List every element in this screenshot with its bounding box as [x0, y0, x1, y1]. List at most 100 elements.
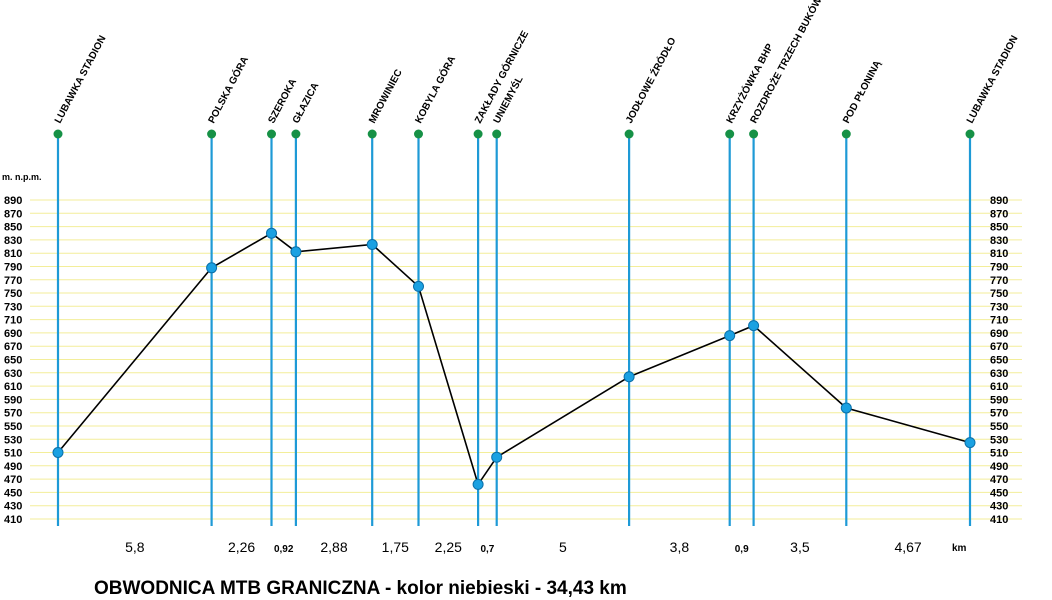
waypoint-name: JODŁOWE ŹRÓDŁO: [622, 35, 678, 126]
y-tick-right: 890: [990, 195, 1008, 207]
waypoint-top-dot: [414, 129, 423, 139]
segment-distance: 3,8: [670, 539, 690, 555]
y-tick-right: 430: [990, 501, 1008, 513]
y-tick-left: 510: [4, 448, 22, 460]
y-tick-right: 570: [990, 408, 1008, 420]
profile-line-group: [57, 232, 971, 487]
elevation-marker: [366, 239, 378, 250]
segment-distance: 5,8: [125, 539, 145, 555]
elevation-profile-line: [57, 232, 971, 487]
segment-distance: 2,88: [320, 539, 347, 555]
elevation-marker: [413, 280, 424, 292]
y-tick-right: 810: [990, 248, 1008, 260]
y-tick-left: 430: [4, 501, 22, 513]
distance-unit-label: km: [952, 543, 967, 554]
y-tick-right: 510: [990, 448, 1008, 460]
y-tick-left: 590: [4, 394, 22, 406]
y-tick-right: 650: [990, 355, 1008, 367]
waypoint-name: LUBAWKA STADION: [965, 34, 1021, 125]
chart-title: OBWODNICA MTB GRANICZNA - kolor niebiesk…: [94, 578, 627, 599]
elevation-marker: [472, 478, 484, 490]
y-tick-left: 830: [4, 235, 22, 247]
elevation-marker: [724, 330, 736, 342]
y-axis-label: m. n.p.m.: [2, 172, 42, 182]
elevation-marker: [290, 246, 302, 258]
y-tick-right: 690: [990, 328, 1008, 340]
segment-distances: 5,8 2,26 0,92 2,88 1,75 2,25 0,7 5 3,8 0,9 3,5 4,67: [125, 539, 922, 555]
waypoint-top-dot: [367, 129, 377, 139]
segment-distance: 1,75: [382, 539, 409, 555]
segment-distance: 2,26: [228, 539, 255, 555]
waypoint-top-dot: [841, 129, 851, 139]
y-tick-left: 750: [4, 288, 22, 300]
y-tick-right: 830: [990, 235, 1008, 247]
elevation-marker: [964, 437, 976, 449]
y-tick-right: 530: [990, 434, 1008, 446]
y-tick-left: 610: [4, 381, 22, 393]
elevation-marker: [206, 262, 218, 274]
waypoint-name: MROWINIEC: [367, 68, 405, 126]
grid-lines: [30, 199, 1022, 520]
waypoint-top-dot: [207, 129, 217, 139]
y-tick-right: 450: [990, 487, 1008, 499]
y-tick-left: 650: [4, 355, 22, 367]
waypoint-name: POD PŁONINĄ: [841, 59, 883, 125]
y-tick-right: 590: [990, 394, 1008, 406]
waypoint-top-dot: [267, 129, 276, 139]
segment-distance: 0,7: [480, 544, 494, 555]
waypoint-top-dot: [965, 129, 975, 139]
y-tick-left: 530: [4, 434, 22, 446]
y-tick-left: 870: [4, 208, 22, 220]
y-tick-right: 750: [990, 288, 1008, 300]
waypoint-name: LUBAWKA STADION: [53, 34, 109, 125]
y-tick-left: 410: [4, 514, 22, 526]
segment-distance: 5: [559, 539, 567, 555]
y-tick-right: 730: [990, 301, 1008, 313]
elevation-marker: [52, 447, 64, 458]
waypoint-top-dot: [749, 129, 759, 139]
y-tick-left: 670: [4, 341, 22, 353]
waypoint-top-dot: [291, 129, 301, 139]
y-tick-right: 670: [990, 341, 1008, 353]
waypoint-top-dot: [473, 129, 483, 139]
y-tick-right: 850: [990, 222, 1008, 234]
segment-distance: 0,92: [274, 544, 294, 555]
y-tick-right: 550: [990, 421, 1008, 433]
y-tick-left: 790: [4, 262, 22, 274]
waypoint-top-dot: [53, 129, 63, 139]
y-tick-left: 890: [4, 195, 22, 207]
y-tick-right: 790: [990, 262, 1008, 274]
segment-distance: 3,5: [790, 539, 810, 555]
y-tick-right: 630: [990, 368, 1008, 380]
y-tick-right: 610: [990, 381, 1008, 393]
y-tick-left: 630: [4, 368, 22, 380]
y-tick-right: 710: [990, 315, 1008, 327]
elevation-marker: [748, 320, 760, 332]
y-tick-left: 470: [4, 474, 22, 486]
segment-distance: 2,25: [435, 539, 462, 555]
y-tick-left: 570: [4, 408, 22, 420]
y-tick-left: 850: [4, 222, 22, 234]
elevation-markers: [52, 227, 976, 490]
waypoint-top-dot: [492, 129, 502, 139]
y-tick-right: 410: [990, 514, 1008, 526]
waypoint-name: KOBYLA GÓRA: [412, 53, 459, 125]
segment-distance: 0,9: [735, 544, 749, 555]
y-tick-left: 770: [4, 275, 22, 287]
segment-distance: 4,67: [894, 539, 921, 555]
y-tick-left: 810: [4, 248, 22, 260]
y-tick-left: 690: [4, 328, 22, 340]
elevation-marker: [266, 227, 277, 239]
y-tick-right: 470: [990, 474, 1008, 486]
waypoint-name: POLSKA GÓRA: [205, 54, 251, 126]
y-tick-left: 450: [4, 487, 22, 499]
y-tick-right: 870: [990, 208, 1008, 220]
elevation-marker: [491, 451, 503, 463]
y-tick-right: 770: [990, 275, 1008, 287]
waypoint-top-dot: [624, 129, 634, 139]
waypoint-lines: [53, 129, 975, 526]
elevation-marker: [623, 371, 635, 383]
waypoint-top-dot: [725, 129, 735, 139]
